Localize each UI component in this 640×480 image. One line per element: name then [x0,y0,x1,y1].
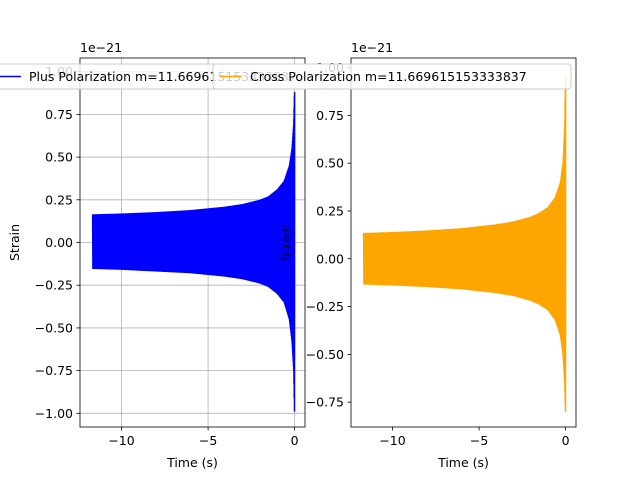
y-offset-label: 1e−21 [80,40,122,55]
y-offset-label: 1e−21 [351,40,393,55]
y-tick-label: −0.25 [35,278,73,293]
y-tick-label: 0.00 [316,251,344,266]
y-tick-label: 0.75 [45,107,73,122]
waveform-line [362,75,567,412]
y-tick-label: 0.50 [45,150,73,165]
y-tick-label: −0.50 [35,320,73,335]
x-tick-label: 0 [562,433,570,448]
y-tick-label: −1.00 [35,406,73,421]
x-tick-label: −5 [470,433,488,448]
y-tick-label: 0.25 [316,203,344,218]
x-axis-label: Time (s) [166,455,218,470]
waveform-line [91,92,296,412]
y-tick-label: 0.25 [45,192,73,207]
axes-frame [350,57,577,428]
cross-polarization-plot: −10−50−0.75−0.50−0.250.000.250.500.751.0… [278,40,577,470]
legend-cross: Cross Polarization m=11.669615153333837 [212,63,572,90]
y-axis-label: Strain [7,224,22,261]
y-tick-label: −0.50 [306,347,344,362]
x-tick-label: −5 [199,433,217,448]
y-tick-label: −0.75 [306,395,344,410]
y-tick-label: 0.00 [45,235,73,250]
legend-label: Cross Polarization m=11.669615153333837 [250,69,527,84]
x-tick-label: −10 [379,433,405,448]
y-tick-label: 0.50 [316,156,344,171]
x-tick-label: 0 [291,433,299,448]
y-axis-label: Strain [278,224,293,261]
y-tick-label: −0.25 [306,299,344,314]
x-tick-label: −10 [108,433,134,448]
y-tick-label: 0.75 [316,108,344,123]
x-axis-label: Time (s) [437,455,489,470]
y-tick-label: −0.75 [35,363,73,378]
legend-box [212,63,572,90]
